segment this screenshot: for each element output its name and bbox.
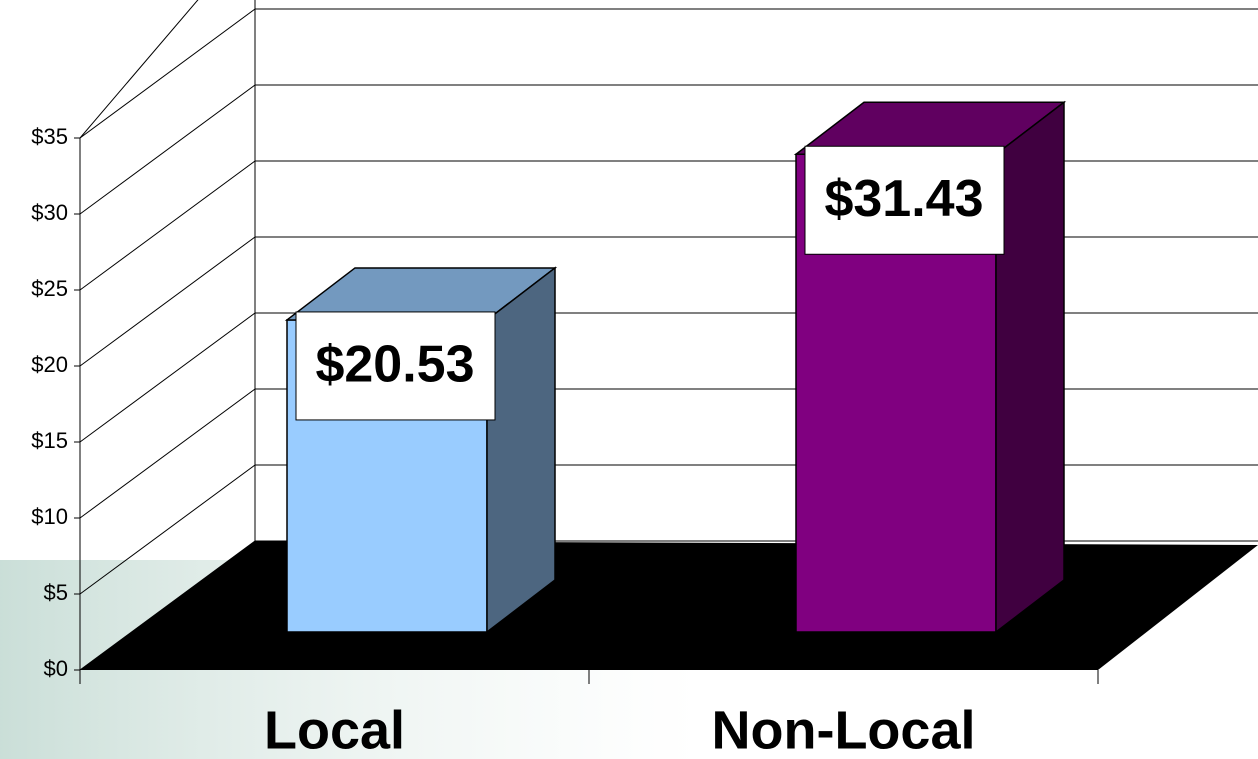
wall-edge — [80, 0, 255, 138]
grid-line — [80, 389, 255, 518]
y-tick-label: $20 — [31, 352, 68, 377]
grid-line — [80, 237, 255, 366]
y-tick-label: $10 — [31, 504, 68, 529]
y-tick-label: $15 — [31, 428, 68, 453]
grid-line — [80, 85, 255, 214]
value-label: $31.43 — [824, 170, 983, 228]
page: $0 $5 $10 $15 $20 $25 $30 $35 $20.53 Local $31.43 N… — [0, 0, 1258, 759]
y-tick-label: $25 — [31, 276, 68, 301]
x-tick-label: Non-Local — [712, 700, 976, 759]
y-tick-label: $35 — [31, 124, 68, 149]
value-label: $20.53 — [315, 336, 474, 394]
floor — [80, 541, 1258, 670]
chart: $0 $5 $10 $15 $20 $25 $30 $35 $20.53 Local $31.43 N… — [0, 0, 1258, 759]
y-tick-label: $30 — [31, 200, 68, 225]
x-tick-label: Local — [264, 700, 405, 759]
y-tick-label: $0 — [44, 656, 68, 681]
bar-side — [996, 102, 1064, 632]
y-tick-label: $5 — [44, 580, 68, 605]
bar-side — [487, 268, 555, 632]
grid-line — [80, 161, 255, 290]
grid-line — [80, 313, 255, 442]
grid-line — [80, 9, 255, 138]
